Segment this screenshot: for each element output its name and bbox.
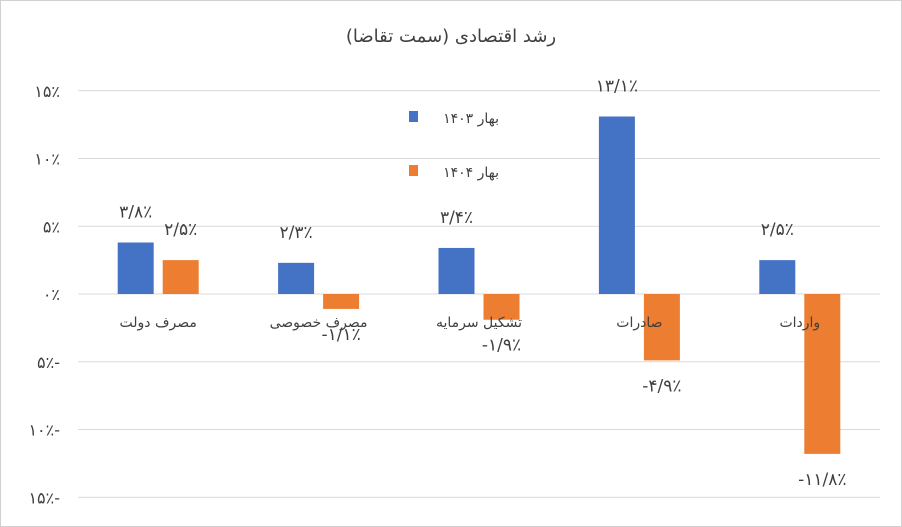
y-tick-label: ۱۰٪- bbox=[28, 421, 60, 440]
y-tick-label: ۱۵٪- bbox=[28, 488, 60, 507]
bar bbox=[759, 260, 796, 294]
bar bbox=[643, 294, 680, 361]
data-label: -۱/۱٪ bbox=[321, 325, 360, 345]
y-tick-label: ۵٪ bbox=[43, 217, 60, 236]
data-label: -۱۱/۸٪ bbox=[798, 470, 846, 490]
data-label: ۲/۵٪ bbox=[761, 220, 794, 240]
bar bbox=[278, 262, 315, 294]
legend-swatch bbox=[409, 111, 418, 122]
category-label: واردات bbox=[779, 315, 820, 331]
y-tick-label: ۰٪ bbox=[43, 285, 60, 304]
data-label: ۲/۵٪ bbox=[164, 220, 197, 240]
data-labels: ۳/۸٪ ۲/۳٪ ۳/۴٪ ۱۳/۱٪ ۲/۵٪ ۲/۵٪ -۱/۱٪ -۱/۹٪ -۴/۹٪… bbox=[119, 76, 846, 489]
data-label: -۴/۹٪ bbox=[642, 376, 681, 396]
legend-label: بهار ۱۴۰۴ bbox=[443, 165, 499, 181]
bar bbox=[804, 294, 841, 454]
y-tick-label: ۵٪- bbox=[37, 353, 60, 372]
data-label: -۱/۹٪ bbox=[482, 336, 521, 356]
chart-title: رشد اقتصادی (سمت تقاضا) bbox=[345, 26, 557, 47]
y-tick-label: ۱۰٪ bbox=[34, 150, 60, 169]
bar bbox=[598, 116, 635, 295]
data-label: ۱۳/۱٪ bbox=[596, 76, 638, 96]
gridlines bbox=[78, 90, 880, 498]
data-label: ۲/۳٪ bbox=[280, 223, 313, 243]
y-tick-label: ۱۵٪ bbox=[34, 82, 60, 101]
category-labels: مصرف دولت مصرف خصوصی تشکیل سرمایه صادرات وار… bbox=[120, 315, 821, 331]
bar bbox=[323, 294, 360, 309]
bar bbox=[438, 247, 475, 294]
bar bbox=[162, 260, 199, 294]
data-label: ۳/۴٪ bbox=[440, 208, 473, 228]
legend-label: بهار ۱۴۰۳ bbox=[443, 111, 499, 127]
category-label: صادرات bbox=[616, 315, 662, 331]
category-label: مصرف دولت bbox=[120, 315, 197, 331]
y-axis-tick-labels: ۱۵٪ ۱۰٪ ۵٪ ۰٪ ۵٪- ۱۰٪- ۱۵٪- bbox=[28, 82, 60, 508]
bars bbox=[117, 116, 841, 454]
data-label: ۳/۸٪ bbox=[119, 203, 152, 223]
bar bbox=[117, 242, 154, 294]
category-label: تشکیل سرمایه bbox=[436, 315, 522, 331]
legend-swatch bbox=[409, 165, 418, 176]
category-label: مصرف خصوصی bbox=[270, 315, 368, 331]
legend: بهار ۱۴۰۳ بهار ۱۴۰۴ bbox=[409, 111, 499, 181]
bar bbox=[483, 294, 520, 320]
